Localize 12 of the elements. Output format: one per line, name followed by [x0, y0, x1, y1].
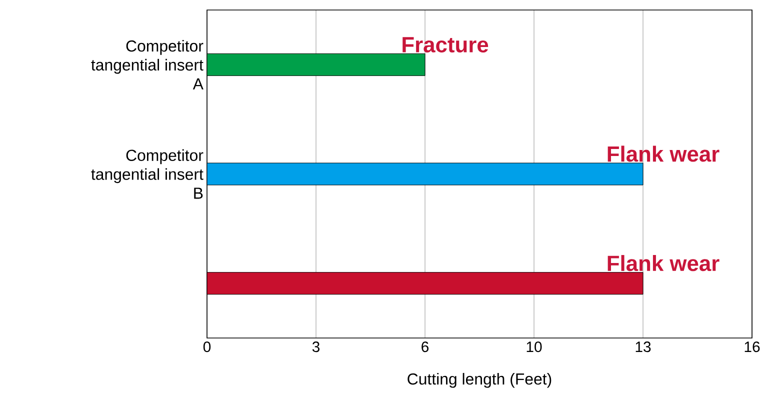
annotation: Flank wear — [608, 255, 720, 272]
x-axis-title: Cutting length (Feet) — [408, 372, 552, 388]
annotation: Fracture — [402, 37, 488, 52]
y-tick-label: Competitor tangential insert A — [91, 40, 204, 90]
x-tick-label: 16 — [744, 342, 760, 352]
x-tick-label: 6 — [422, 342, 429, 352]
x-tick-label: 0 — [203, 342, 211, 352]
x-tick-label: 13 — [636, 342, 651, 352]
annotation: Flank wear — [608, 146, 720, 162]
y-tick-label: Competitor tangential insert B — [91, 149, 204, 199]
x-tick-label: 3 — [312, 342, 320, 352]
x-tick-label: 10 — [526, 342, 542, 352]
